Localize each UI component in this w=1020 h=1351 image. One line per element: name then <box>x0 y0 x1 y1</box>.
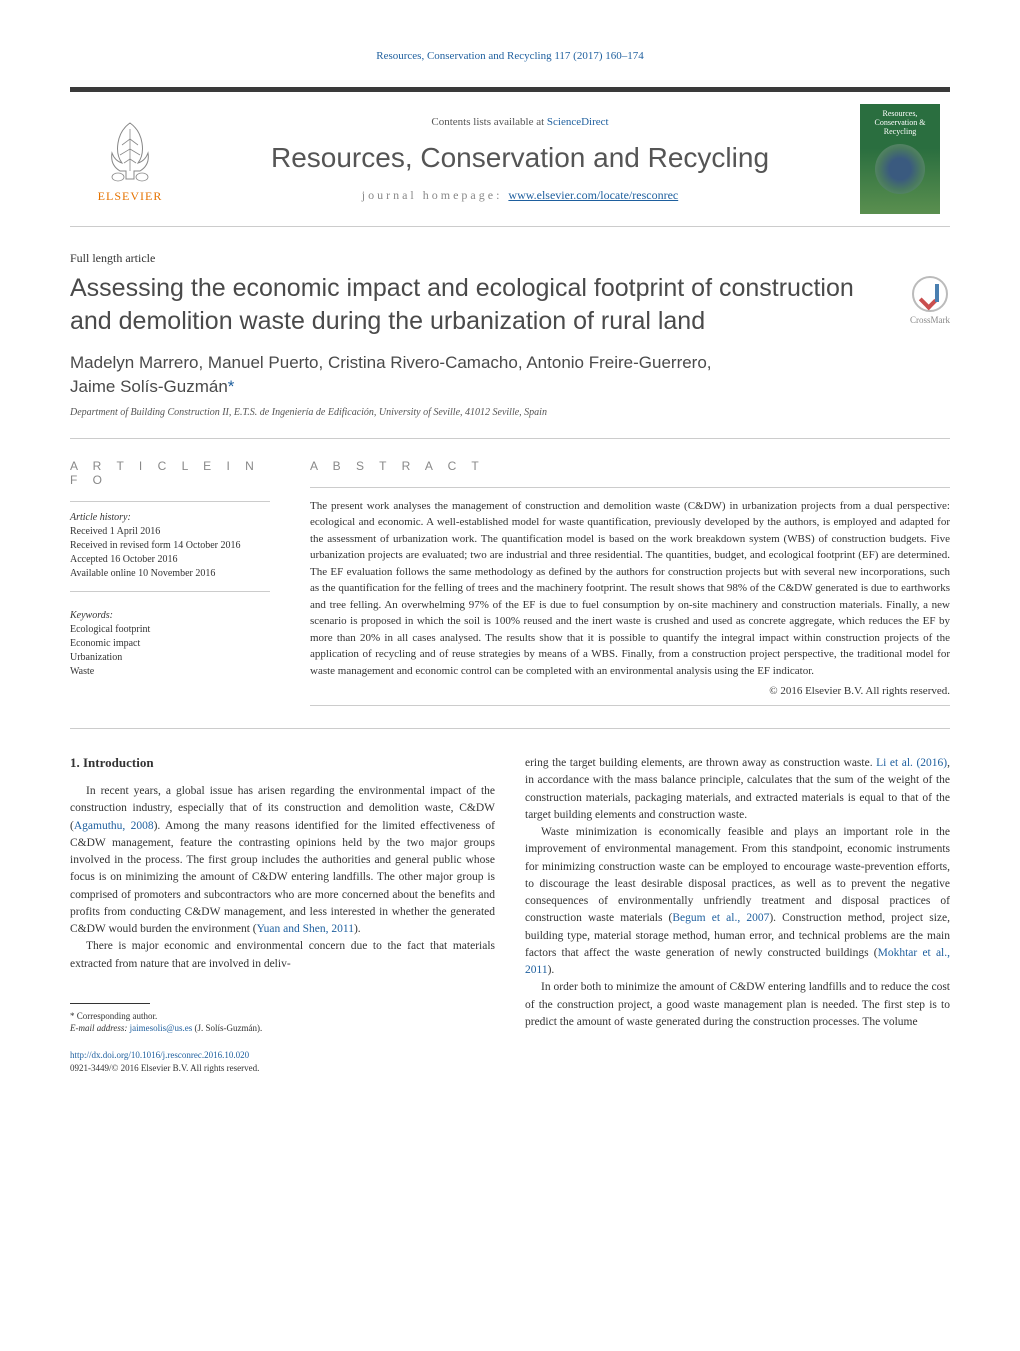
article-title: Assessing the economic impact and ecolog… <box>70 272 890 337</box>
issn-line: 0921-3449/© 2016 Elsevier B.V. All right… <box>70 1063 259 1073</box>
citation-link[interactable]: Agamuthu, 2008 <box>74 820 154 832</box>
body-paragraph: In recent years, a global issue has aris… <box>70 783 495 938</box>
journal-title: Resources, Conservation and Recycling <box>271 142 769 174</box>
article-type: Full length article <box>70 251 950 266</box>
citation-link[interactable]: Begum et al., 2007 <box>672 912 769 924</box>
footnote-corresponding: * Corresponding author. <box>70 1010 495 1023</box>
homepage-link[interactable]: www.elsevier.com/locate/resconrec <box>508 188 678 202</box>
citation-link[interactable]: Yuan and Shen, 2011 <box>257 923 354 935</box>
article-info-heading: a r t i c l e i n f o <box>70 459 270 487</box>
email-link[interactable]: jaimesolis@us.es <box>130 1023 193 1033</box>
footnote-label: Corresponding author. <box>75 1011 158 1021</box>
history-item: Received in revised form 14 October 2016 <box>70 539 270 553</box>
keyword: Urbanization <box>70 651 270 665</box>
body-columns: 1. Introduction In recent years, a globa… <box>70 755 950 1074</box>
footnote-divider <box>70 1003 150 1004</box>
header-center: Contents lists available at ScienceDirec… <box>190 92 850 226</box>
doi-link[interactable]: http://dx.doi.org/10.1016/j.resconrec.20… <box>70 1050 249 1060</box>
body-paragraph: There is major economic and environmenta… <box>70 938 495 973</box>
crossmark-badge[interactable]: CrossMark <box>910 276 950 325</box>
cover-graphic-icon <box>875 144 925 194</box>
authors-line2-name: Jaime Solís-Guzmán <box>70 377 228 396</box>
intro-heading: 1. Introduction <box>70 755 495 771</box>
homepage-line: journal homepage: www.elsevier.com/locat… <box>362 188 678 203</box>
journal-header-bar: ELSEVIER Contents lists available at Sci… <box>70 87 950 227</box>
affiliation: Department of Building Construction II, … <box>70 407 950 418</box>
body-paragraph: ering the target building elements, are … <box>525 755 950 824</box>
abstract-text: The present work analyses the management… <box>310 498 950 680</box>
abstract-heading: a b s t r a c t <box>310 459 950 473</box>
article-info-column: a r t i c l e i n f o Article history: R… <box>70 459 270 707</box>
body-paragraph: Waste minimization is economically feasi… <box>525 824 950 979</box>
divider <box>310 705 950 706</box>
text-span: Waste minimization is economically feasi… <box>525 826 950 924</box>
cover-image-title: Resources, Conservation & Recycling <box>864 110 936 136</box>
history-item: Available online 10 November 2016 <box>70 567 270 581</box>
citation-link[interactable]: Li et al. (2016) <box>876 757 947 769</box>
sciencedirect-link[interactable]: ScienceDirect <box>547 116 609 128</box>
footnote-email-suffix: (J. Solís-Guzmán). <box>192 1023 262 1033</box>
homepage-prefix: journal homepage: <box>362 188 509 202</box>
copyright: © 2016 Elsevier B.V. All rights reserved… <box>310 685 950 697</box>
cover-image: Resources, Conservation & Recycling <box>860 104 940 214</box>
journal-header-citation: Resources, Conservation and Recycling 11… <box>70 50 950 62</box>
elsevier-tree-icon <box>100 115 160 185</box>
text-span: ering the target building elements, are … <box>525 757 876 769</box>
column-left: 1. Introduction In recent years, a globa… <box>70 755 495 1074</box>
authors-line1: Madelyn Marrero, Manuel Puerto, Cristina… <box>70 353 712 372</box>
divider <box>310 487 950 488</box>
text-span: ). Among the many reasons identified for… <box>70 820 495 936</box>
divider <box>70 438 950 439</box>
divider <box>70 501 270 502</box>
divider <box>70 591 270 592</box>
contents-available-line: Contents lists available at ScienceDirec… <box>431 116 608 128</box>
abstract-column: a b s t r a c t The present work analyse… <box>310 459 950 707</box>
keywords-label: Keywords: <box>70 610 270 621</box>
contents-prefix: Contents lists available at <box>431 116 546 128</box>
history-item: Accepted 16 October 2016 <box>70 553 270 567</box>
text-span: ). <box>548 964 555 976</box>
elsevier-logo: ELSEVIER <box>70 92 190 226</box>
history-item: Received 1 April 2016 <box>70 525 270 539</box>
history-label: Article history: <box>70 512 270 523</box>
doi-block: http://dx.doi.org/10.1016/j.resconrec.20… <box>70 1049 495 1074</box>
elsevier-wordmark: ELSEVIER <box>98 189 163 204</box>
column-right: ering the target building elements, are … <box>525 755 950 1074</box>
text-span: ). <box>354 923 361 935</box>
authors: Madelyn Marrero, Manuel Puerto, Cristina… <box>70 351 950 399</box>
keyword: Waste <box>70 665 270 679</box>
footnote-email-label: E-mail address: <box>70 1023 130 1033</box>
keyword: Economic impact <box>70 637 270 651</box>
journal-cover: Resources, Conservation & Recycling <box>850 92 950 226</box>
crossmark-label: CrossMark <box>910 315 950 325</box>
corresponding-marker-link[interactable]: * <box>228 377 235 396</box>
divider <box>70 728 950 729</box>
keyword: Ecological footprint <box>70 623 270 637</box>
body-paragraph: In order both to minimize the amount of … <box>525 979 950 1031</box>
crossmark-icon <box>912 276 948 312</box>
footnote-email: E-mail address: jaimesolis@us.es (J. Sol… <box>70 1022 495 1035</box>
